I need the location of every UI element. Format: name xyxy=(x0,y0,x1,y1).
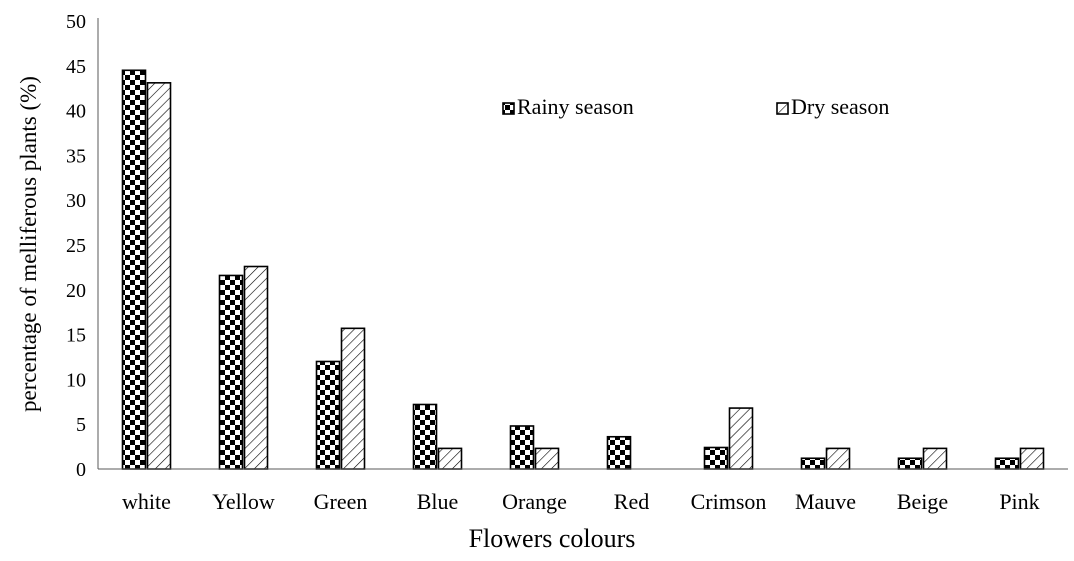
legend-label-rainy: Rainy season xyxy=(517,94,634,119)
bar-rainy-orange xyxy=(509,425,535,470)
bar-dry-blue xyxy=(437,447,463,470)
y-axis-title: percentage of melliferous plants (%) xyxy=(16,76,41,412)
x-tick-label: Mauve xyxy=(795,489,856,514)
bar-rainy-blue xyxy=(412,403,438,470)
x-axis: white Yellow Green Blue Orange Red Crimson Mauv… xyxy=(98,468,1068,514)
x-axis-title: Flowers colours xyxy=(469,524,636,553)
y-tick-label: 10 xyxy=(66,369,86,391)
x-tick-label: Beige xyxy=(897,489,948,514)
y-tick-label: 45 xyxy=(66,56,86,78)
bar-rainy-red xyxy=(606,435,632,470)
y-tick-label: 40 xyxy=(66,101,86,123)
y-tick-label: 35 xyxy=(66,145,86,167)
bar-rainy-beige xyxy=(897,457,923,470)
y-axis: 0 5 10 15 20 25 30 35 40 45 50 xyxy=(66,11,99,481)
y-tick-label: 15 xyxy=(66,325,86,347)
bar-dry-crimson xyxy=(728,407,754,470)
x-tick-label: Pink xyxy=(999,489,1039,514)
legend-label-dry: Dry season xyxy=(791,94,889,119)
x-tick-label: Crimson xyxy=(691,489,767,514)
bar-dry-beige xyxy=(922,447,948,470)
bar-dry-green xyxy=(340,327,366,470)
y-tick-label: 30 xyxy=(66,190,86,212)
legend-swatch-rainy xyxy=(502,102,515,115)
bar-rainy-mauve xyxy=(800,457,826,470)
y-tick-label: 25 xyxy=(66,235,86,257)
bar-dry-white xyxy=(146,82,172,470)
bar-dry-yellow xyxy=(243,265,269,470)
bar-rainy-white xyxy=(121,69,147,470)
x-tick-label: Blue xyxy=(417,489,459,514)
bar-rainy-crimson xyxy=(703,446,729,470)
legend: Rainy season Dry season xyxy=(502,94,889,119)
bar-rainy-yellow xyxy=(218,274,244,470)
bar-dry-mauve xyxy=(825,447,851,470)
bars-group xyxy=(121,69,1045,470)
y-tick-label: 5 xyxy=(76,414,86,436)
x-tick-label: Green xyxy=(314,489,368,514)
bar-dry-pink xyxy=(1019,447,1045,470)
legend-swatch-dry xyxy=(776,102,789,115)
bar-rainy-pink xyxy=(994,457,1020,470)
bar-dry-orange xyxy=(534,447,560,470)
x-tick-label: Yellow xyxy=(212,489,275,514)
bar-rainy-green xyxy=(315,360,341,470)
y-tick-label: 20 xyxy=(66,280,86,302)
y-tick-label: 50 xyxy=(66,11,86,33)
x-tick-label: white xyxy=(122,489,171,514)
x-tick-label: Orange xyxy=(502,489,567,514)
x-tick-label: Red xyxy=(614,489,649,514)
y-tick-label: 0 xyxy=(76,459,86,481)
